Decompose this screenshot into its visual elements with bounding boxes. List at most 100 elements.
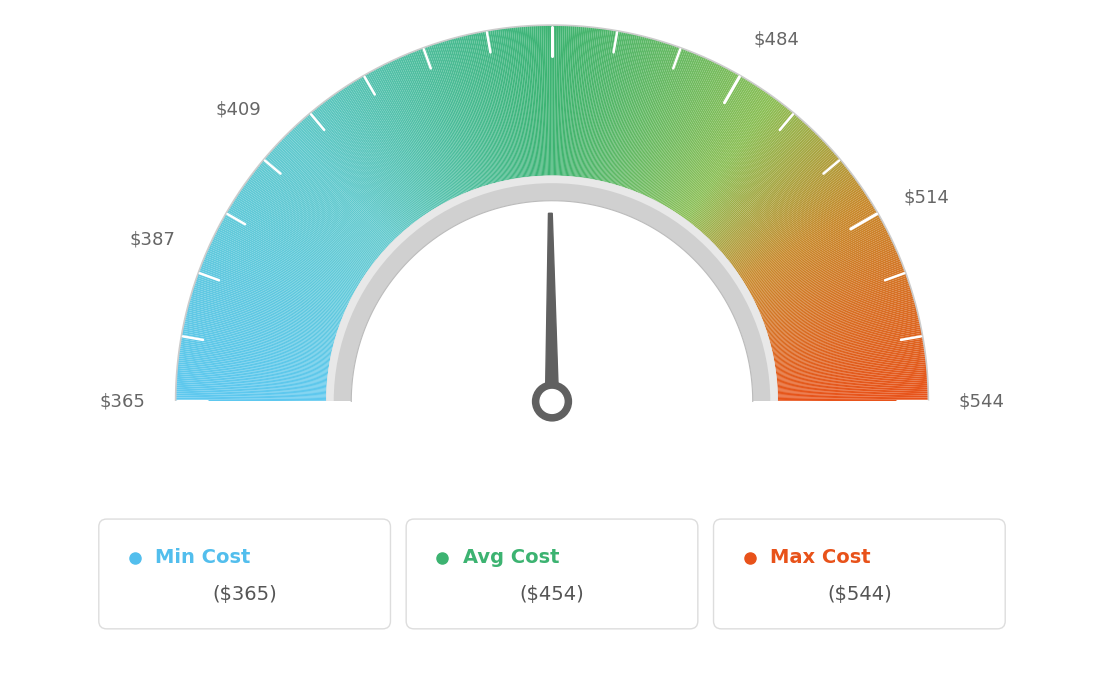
Wedge shape	[718, 145, 829, 248]
Wedge shape	[298, 123, 401, 235]
Wedge shape	[463, 35, 500, 182]
Wedge shape	[194, 283, 338, 332]
Wedge shape	[634, 50, 690, 191]
Wedge shape	[180, 344, 329, 368]
Wedge shape	[607, 37, 647, 183]
Wedge shape	[346, 86, 429, 213]
Wedge shape	[223, 217, 355, 291]
Wedge shape	[715, 142, 826, 246]
Wedge shape	[475, 32, 507, 181]
Wedge shape	[275, 145, 386, 248]
Wedge shape	[181, 333, 330, 362]
Wedge shape	[232, 201, 361, 282]
Wedge shape	[672, 83, 755, 211]
Wedge shape	[208, 248, 346, 310]
Wedge shape	[177, 380, 327, 390]
Wedge shape	[444, 40, 488, 185]
Wedge shape	[178, 364, 327, 380]
Wedge shape	[388, 62, 454, 199]
Wedge shape	[449, 39, 491, 184]
Wedge shape	[711, 134, 818, 242]
Wedge shape	[571, 26, 584, 177]
Wedge shape	[551, 25, 553, 176]
Wedge shape	[772, 317, 920, 352]
Wedge shape	[184, 317, 332, 352]
Wedge shape	[673, 84, 756, 212]
Wedge shape	[351, 82, 433, 210]
Wedge shape	[637, 52, 696, 193]
Wedge shape	[699, 116, 799, 231]
Wedge shape	[777, 386, 928, 393]
Wedge shape	[732, 175, 853, 266]
Wedge shape	[775, 346, 924, 370]
Wedge shape	[233, 199, 361, 282]
Wedge shape	[198, 272, 340, 325]
Wedge shape	[720, 149, 832, 251]
Text: $514: $514	[903, 188, 949, 206]
Wedge shape	[368, 72, 443, 204]
Wedge shape	[216, 228, 351, 299]
FancyBboxPatch shape	[406, 519, 698, 629]
Wedge shape	[197, 275, 339, 327]
Wedge shape	[238, 191, 364, 276]
Wedge shape	[197, 277, 339, 328]
Wedge shape	[272, 149, 384, 251]
Wedge shape	[776, 353, 925, 373]
Wedge shape	[602, 34, 637, 181]
Wedge shape	[416, 50, 471, 191]
Wedge shape	[777, 378, 927, 388]
Wedge shape	[649, 61, 715, 198]
Wedge shape	[270, 150, 383, 252]
Wedge shape	[777, 384, 928, 392]
Wedge shape	[342, 88, 427, 214]
Wedge shape	[670, 80, 750, 209]
Wedge shape	[422, 48, 475, 190]
Wedge shape	[613, 39, 655, 184]
Wedge shape	[745, 208, 875, 286]
Wedge shape	[185, 313, 332, 350]
Wedge shape	[773, 319, 920, 353]
Wedge shape	[767, 288, 912, 335]
Wedge shape	[772, 315, 919, 351]
Wedge shape	[266, 155, 381, 255]
Wedge shape	[184, 321, 331, 355]
Wedge shape	[326, 176, 778, 402]
Wedge shape	[776, 360, 926, 378]
Wedge shape	[771, 304, 916, 344]
Wedge shape	[757, 244, 895, 308]
Wedge shape	[614, 39, 656, 184]
Wedge shape	[405, 55, 465, 194]
Wedge shape	[777, 380, 927, 390]
Wedge shape	[756, 239, 892, 305]
Wedge shape	[714, 139, 824, 245]
Wedge shape	[604, 35, 641, 182]
Text: $365: $365	[100, 393, 146, 411]
Wedge shape	[359, 77, 437, 208]
Wedge shape	[402, 56, 463, 195]
Wedge shape	[299, 121, 401, 234]
Wedge shape	[684, 97, 774, 219]
Wedge shape	[728, 166, 847, 261]
Wedge shape	[176, 388, 327, 395]
Wedge shape	[274, 146, 386, 249]
Wedge shape	[312, 110, 410, 227]
Wedge shape	[558, 26, 563, 176]
Wedge shape	[761, 255, 900, 315]
Wedge shape	[704, 124, 808, 236]
Wedge shape	[373, 70, 446, 203]
Wedge shape	[202, 261, 342, 318]
Wedge shape	[603, 34, 639, 181]
Wedge shape	[566, 26, 578, 176]
Wedge shape	[531, 26, 541, 176]
Wedge shape	[761, 259, 901, 317]
Wedge shape	[718, 146, 830, 249]
Wedge shape	[721, 152, 836, 253]
Wedge shape	[244, 183, 368, 271]
Wedge shape	[251, 175, 372, 266]
Wedge shape	[488, 30, 514, 179]
Wedge shape	[227, 210, 358, 287]
Wedge shape	[730, 169, 849, 263]
Wedge shape	[572, 26, 586, 177]
Wedge shape	[192, 288, 337, 335]
Text: ($365): ($365)	[212, 585, 277, 604]
